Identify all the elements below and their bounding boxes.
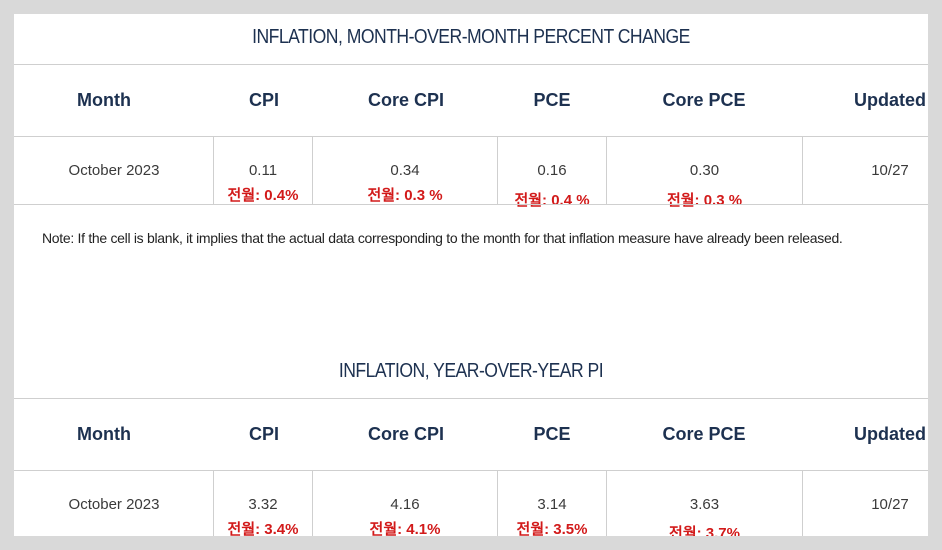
- prev-month-annotation-core-pce: 전월: 3.7%: [669, 525, 740, 536]
- header-cpi: CPI: [248, 424, 279, 444]
- cell-updated: 10/27: [871, 496, 909, 513]
- header-month: Month: [77, 90, 131, 110]
- prev-month-annotation-pce: 전월: 0.4 %: [514, 192, 590, 209]
- header-pce: PCE: [533, 90, 571, 110]
- cell-month: October 2023: [68, 496, 160, 513]
- divider: [14, 470, 928, 471]
- cell-core-cpi: 0.34: [390, 162, 420, 179]
- header-updated: Updated: [854, 90, 926, 110]
- yoy-table-title: INFLATION, YEAR-OVER-YEAR PI: [338, 360, 604, 382]
- divider: [14, 204, 928, 205]
- cell-cpi: 0.11: [248, 162, 278, 179]
- prev-month-annotation-pce: 전월: 3.5%: [516, 521, 588, 536]
- header-cpi: CPI: [248, 90, 279, 110]
- prev-month-annotation-core-pce: 전월: 0.3 %: [666, 192, 743, 209]
- inflation-tables-panel: INFLATION, MONTH-OVER-MONTH PERCENT CHAN…: [14, 14, 928, 536]
- cell-core-pce: 3.63: [689, 496, 720, 513]
- prev-month-annotation-core-cpi: 전월: 0.3 %: [367, 187, 443, 204]
- prev-month-annotation-core-cpi: 전월: 4.1%: [369, 521, 441, 536]
- table-note: Note: If the cell is blank, it implies t…: [42, 230, 843, 246]
- header-core-pce: Core PCE: [662, 424, 746, 444]
- header-updated: Updated: [854, 424, 926, 444]
- prev-month-annotation-cpi: 전월: 0.4%: [227, 187, 299, 204]
- header-core-cpi: Core CPI: [367, 424, 445, 444]
- prev-month-annotation-cpi: 전월: 3.4%: [227, 521, 299, 536]
- mom-table-title: INFLATION, MONTH-OVER-MONTH PERCENT CHAN…: [252, 26, 690, 48]
- header-pce: PCE: [533, 424, 571, 444]
- cell-cpi: 3.32: [248, 496, 278, 513]
- divider: [14, 398, 928, 399]
- cell-month: October 2023: [68, 162, 160, 179]
- cell-updated: 10/27: [871, 162, 909, 179]
- header-month: Month: [77, 424, 131, 444]
- cell-pce: 3.14: [537, 496, 567, 513]
- cell-core-pce: 0.30: [689, 162, 720, 179]
- cell-pce: 0.16: [537, 162, 567, 179]
- divider: [14, 64, 928, 65]
- divider: [14, 136, 928, 137]
- cell-core-cpi: 4.16: [390, 496, 420, 513]
- header-core-pce: Core PCE: [662, 90, 746, 110]
- header-core-cpi: Core CPI: [367, 90, 445, 110]
